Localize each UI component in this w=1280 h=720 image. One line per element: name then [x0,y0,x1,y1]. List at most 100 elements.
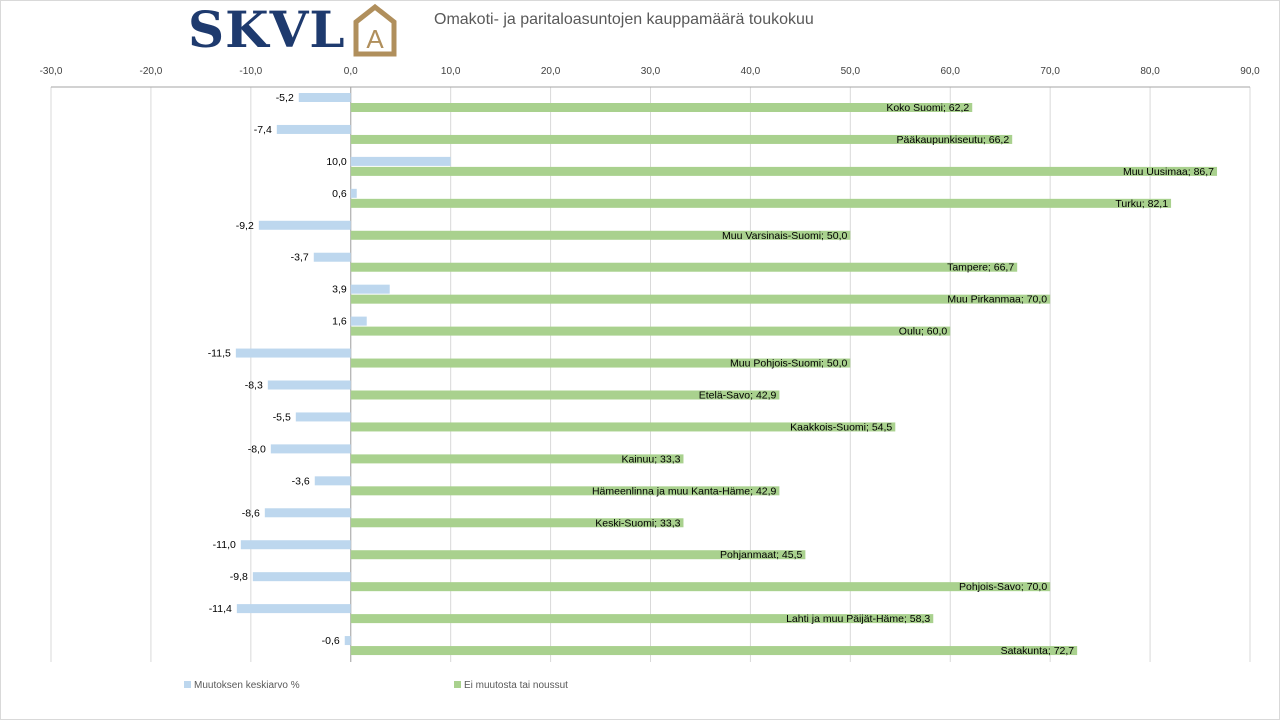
bar-no-change [350,518,684,528]
bar-no-change [350,230,851,240]
data-label-region: Keski-Suomi; 33,3 [595,517,680,529]
bar-change [264,508,351,518]
data-label-change: -5,5 [273,411,291,423]
x-tick-label: 20,0 [541,66,561,77]
bar-no-change [350,262,1018,272]
x-tick-label: 90,0 [1240,66,1260,77]
bars [235,93,1218,656]
data-label-region: Etelä-Savo; 42,9 [699,390,777,402]
bar-change [350,188,357,198]
data-label-region: Pohjanmaat; 45,5 [720,549,802,561]
data-label-change: -8,6 [242,507,260,519]
bar-no-change [350,390,780,400]
skvl-logo: SKVL A [188,2,412,58]
data-label-region: Hämeenlinna ja muu Kanta-Häme; 42,9 [592,485,777,497]
legend-swatch-no-change [454,681,461,688]
bar-change [235,348,351,358]
data-label-change: -8,0 [248,443,266,455]
bar-change [313,252,351,262]
data-label-change: -8,3 [245,380,263,392]
data-label-region: Pohjois-Savo; 70,0 [959,581,1047,593]
data-label-region: Muu Varsinais-Suomi; 50,0 [722,230,847,242]
bar-no-change [350,486,780,496]
data-label-change: -0,6 [322,635,340,647]
data-label-change: -11,5 [208,348,231,360]
x-axis-ticks: -30,0 -20,0 -10,0 0,0 10,0 20,0 30,0 40,0 50,0 60… [40,66,1261,77]
bar-change [252,572,351,582]
bar-no-change [350,134,1013,144]
data-label-change: 10,0 [326,156,347,168]
bar-no-change [350,614,934,624]
bar-no-change [350,646,1078,656]
data-label-region: Pääkaupunkiseutu; 66,2 [897,134,1010,146]
legend: Muutoksen keskiarvo % Ei muutosta tai nou… [184,680,568,691]
data-label-change: -3,6 [292,475,310,487]
legend-label-no-change: Ei muutosta tai noussut [464,680,568,691]
x-tick-label: -20,0 [140,66,163,77]
logo-mark-letter: A [366,24,384,54]
x-tick-label: 40,0 [741,66,761,77]
data-labels: -5,2 Koko Suomi; 62,2 -7,4 Pääkaupunkiseutu… [208,92,1214,657]
data-label-region: Muu Uusimaa; 86,7 [1123,166,1214,178]
data-label-change: 0,6 [332,188,347,200]
bar-no-change [350,422,896,432]
bar-no-change [350,198,1172,208]
x-tick-label: 0,0 [344,66,358,77]
chart-title: Omakoti- ja paritaloasuntojen kauppamäär… [434,11,814,28]
data-label-region: Lahti ja muu Päijät-Häme; 58,3 [786,613,930,625]
data-label-region: Tampere; 66,7 [947,262,1014,274]
x-tick-label: 70,0 [1040,66,1060,77]
x-tick-label: -30,0 [40,66,63,77]
data-label-region: Satakunta; 72,7 [1001,645,1075,657]
bar-change [350,156,451,166]
data-label-region: Muu Pohjois-Suomi; 50,0 [730,358,847,370]
x-tick-label: -10,0 [239,66,262,77]
gridlines [50,86,1251,662]
data-label-change: -11,4 [209,603,232,615]
data-label-region: Kainuu; 33,3 [622,453,681,465]
bar-change [314,476,351,486]
bar-change [350,284,390,294]
x-tick-label: 30,0 [641,66,661,77]
data-label-region: Muu Pirkanmaa; 70,0 [947,294,1047,306]
bar-change [276,124,351,134]
legend-swatch-change [184,681,191,688]
data-label-change: -9,2 [236,220,254,232]
bar-change [270,444,351,454]
bar-no-change [350,550,806,560]
data-label-region: Kaakkois-Suomi; 54,5 [790,421,892,433]
bar-change [267,380,351,390]
legend-label-change: Muutoksen keskiarvo % [194,680,300,691]
x-tick-label: 80,0 [1140,66,1160,77]
bar-no-change [350,454,684,464]
bar-no-change [350,294,1051,304]
bar-change [350,316,367,326]
bar-no-change [350,326,951,336]
bar-no-change [350,582,1051,592]
house-icon: A [353,3,397,57]
bar-change [298,93,351,102]
data-label-change: 1,6 [332,316,347,328]
logo-text: SKVL [188,0,346,59]
bar-change [236,604,351,614]
bar-change [240,540,351,550]
bar-no-change [350,103,973,112]
data-label-region: Turku; 82,1 [1115,198,1168,210]
data-label-change: -5,2 [276,92,294,104]
data-label-change: -11,0 [213,539,236,551]
x-tick-label: 60,0 [941,66,961,77]
bar-change [258,220,351,230]
data-label-change: -7,4 [254,124,272,136]
data-label-change: -9,8 [230,571,248,583]
data-label-change: 3,9 [332,284,347,296]
data-label-region: Koko Suomi; 62,2 [886,102,969,114]
x-tick-label: 50,0 [841,66,861,77]
bar-change [295,412,351,422]
x-tick-label: 10,0 [441,66,461,77]
data-label-region: Oulu; 60,0 [899,326,948,338]
bar-no-change [350,358,851,368]
bar-change [344,636,351,646]
data-label-change: -3,7 [291,252,309,264]
bar-no-change [350,166,1218,176]
